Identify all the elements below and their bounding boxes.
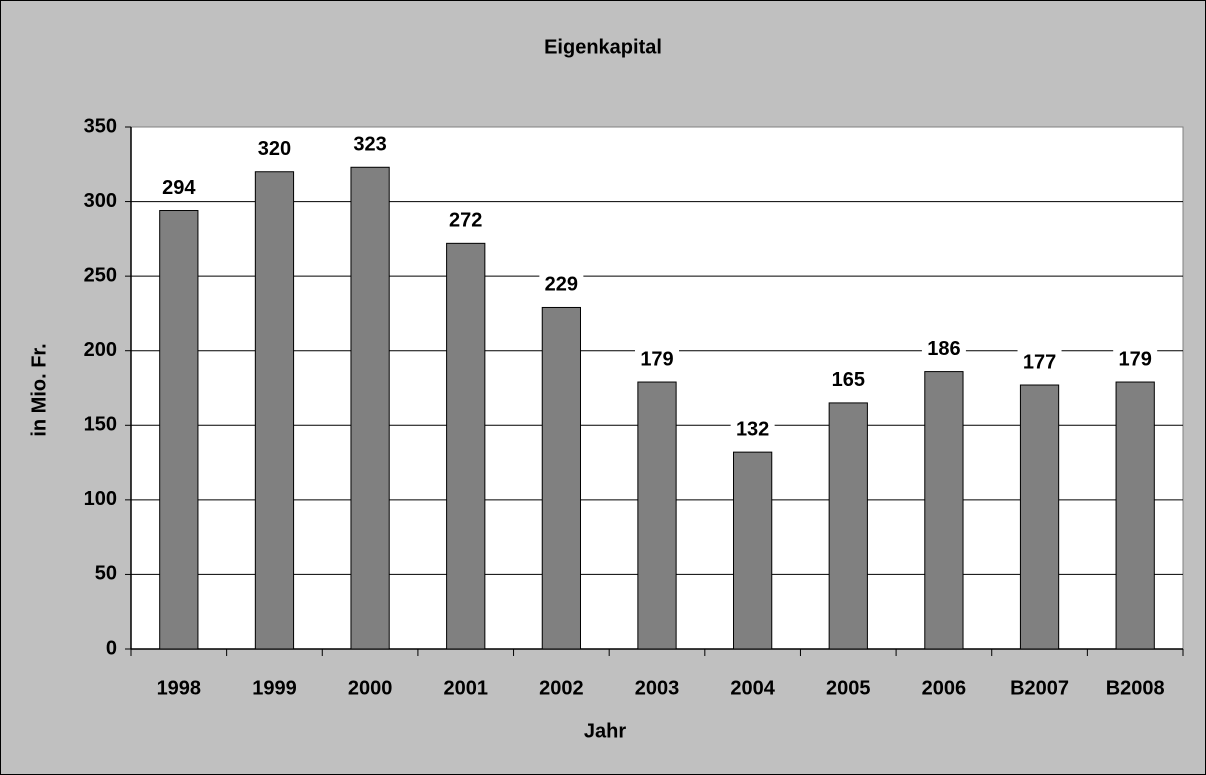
data-label-bg [730, 416, 775, 443]
x-tick-label: 2006 [922, 677, 967, 699]
bar [828, 402, 868, 650]
x-axis-label: Jahr [584, 720, 626, 742]
data-label-bg [635, 346, 679, 373]
data-label: 132 [736, 418, 769, 440]
y-tick-label: 100 [84, 488, 117, 510]
data-label: 186 [927, 338, 960, 360]
y-tick-label: 350 [84, 115, 117, 137]
data-label-bg [348, 131, 393, 158]
data-label: 165 [832, 369, 865, 391]
data-label: 229 [545, 274, 578, 296]
data-label-bg [826, 366, 871, 393]
y-tick-label: 200 [84, 339, 117, 361]
bar [446, 242, 486, 650]
data-label-bg [252, 135, 297, 162]
bar [254, 171, 295, 650]
y-tick-label: 300 [84, 190, 117, 212]
data-label-bg [156, 174, 201, 201]
bar [350, 166, 390, 650]
x-tick-label: 2004 [730, 677, 775, 699]
data-label-bg [539, 271, 584, 298]
bar [637, 381, 677, 650]
x-tick-label: 2001 [443, 677, 488, 699]
bar [924, 371, 964, 650]
data-label: 179 [1118, 348, 1151, 370]
y-tick-label: 250 [84, 264, 117, 286]
y-tick-label: 150 [84, 414, 117, 436]
y-axis-label: in Mio. Fr. [28, 343, 50, 436]
bar [541, 306, 581, 650]
x-tick-label: 2005 [826, 677, 871, 699]
chart-title: Eigenkapital [544, 36, 662, 58]
data-label-bg [1113, 346, 1158, 373]
data-label-bg [1017, 349, 1062, 376]
y-tick-label: 50 [95, 563, 117, 585]
y-tick-label: 0 [106, 637, 117, 659]
x-tick-label: 1998 [157, 677, 202, 699]
x-tick-label: 1999 [252, 677, 297, 699]
bar [733, 451, 773, 650]
data-label: 272 [449, 210, 482, 232]
data-label-bg [443, 207, 488, 234]
data-label: 323 [353, 134, 386, 156]
bar [1019, 384, 1060, 650]
data-label: 294 [162, 177, 196, 199]
x-tick-label: B2008 [1106, 677, 1165, 699]
x-tick-label: 2000 [348, 677, 393, 699]
x-tick-label: B2007 [1010, 677, 1069, 699]
data-label: 320 [258, 138, 291, 160]
x-tick-label: 2002 [539, 677, 584, 699]
x-tick-label: 2003 [635, 677, 680, 699]
bar [1115, 381, 1155, 650]
data-label-bg [921, 335, 966, 362]
bar [159, 210, 199, 650]
data-label: 179 [640, 348, 673, 370]
data-label: 177 [1023, 351, 1056, 373]
